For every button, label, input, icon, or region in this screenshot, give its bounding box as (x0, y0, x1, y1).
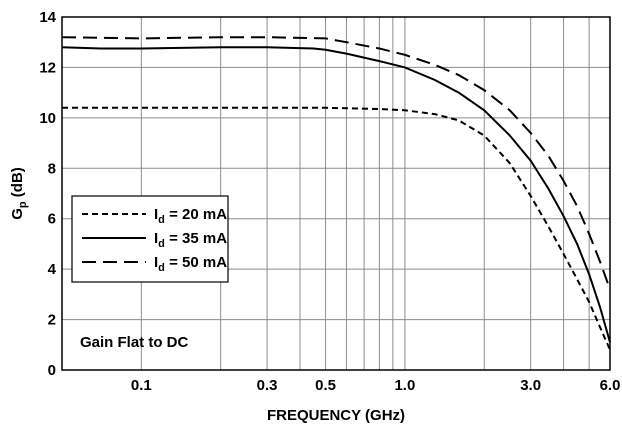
x-axis-title: FREQUENCY (GHz) (267, 407, 405, 424)
grid-layer (62, 17, 610, 370)
gain-flat-annotation: Gain Flat to DC (80, 334, 189, 351)
series-layer (62, 37, 610, 350)
y-axis-title: Gp (dB) (9, 167, 29, 220)
y-tick-label: 2 (48, 312, 56, 329)
y-tick-label: 0 (48, 362, 56, 379)
plot-frame (62, 17, 610, 370)
series-line-35-ma (62, 47, 610, 342)
legend-label-rest: = 20 mA (165, 206, 227, 223)
x-tick-label: 0.3 (257, 377, 278, 394)
y-tick-label: 8 (48, 160, 56, 177)
y-tick-label: 14 (39, 9, 56, 26)
legend-label-rest: = 50 mA (165, 254, 227, 271)
y-tick-label: 4 (48, 261, 57, 278)
legend-label-sub: d (158, 238, 165, 250)
legend-label-sub: d (158, 262, 165, 274)
y-tick-label: 10 (39, 110, 56, 127)
y-tick-label: 6 (48, 211, 56, 228)
x-tick-label: 3.0 (520, 377, 541, 394)
x-tick-label: 6.0 (600, 377, 621, 394)
x-tick-label: 0.1 (131, 377, 152, 394)
y-tick-label: 12 (39, 59, 56, 76)
y-axis-title-base: G (9, 208, 26, 220)
y-axis-title-rest: (dB) (9, 167, 26, 201)
legend-label-rest: = 35 mA (165, 230, 227, 247)
x-tick-label: 1.0 (394, 377, 415, 394)
legend-label-sub: d (158, 214, 165, 226)
x-tick-label: 0.5 (315, 377, 336, 394)
